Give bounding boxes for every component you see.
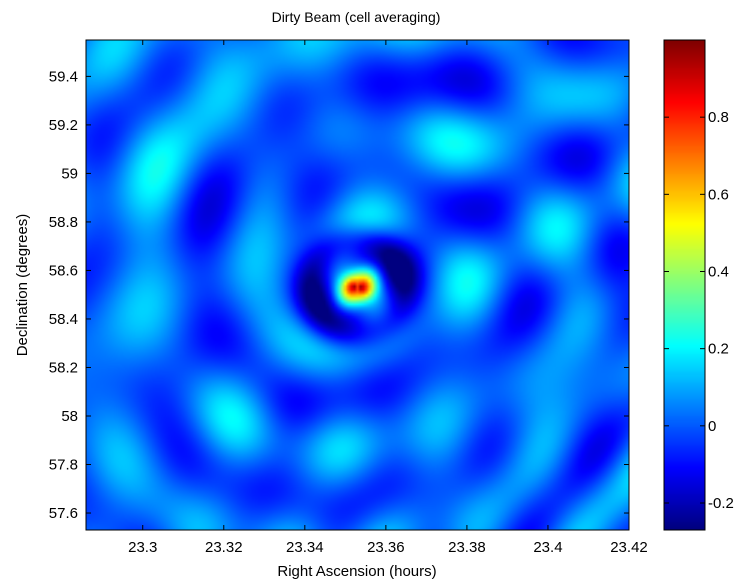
chart-title: Dirty Beam (cell averaging) <box>272 9 441 25</box>
colorbar-frame <box>663 39 706 531</box>
x-tick-label: 23.38 <box>448 539 486 556</box>
colorbar-ticks: -0.2 0 0.2 0.4 0.6 0.8 <box>664 109 734 512</box>
y-tick-label: 57.6 <box>49 505 78 522</box>
x-tick-label: 23.4 <box>533 539 562 556</box>
y-axis-ticks: 57.6 57.8 58 58.2 58.4 58.6 58.8 59 59.2 59.4 <box>49 68 629 522</box>
y-tick-label: 59 <box>61 165 78 182</box>
x-tick-label: 23.36 <box>367 539 405 556</box>
y-tick-label: 59.4 <box>49 68 78 85</box>
colorbar-tick-label: 0.8 <box>708 109 729 126</box>
y-tick-label: 58.6 <box>49 262 78 279</box>
x-tick-label: 23.3 <box>128 539 157 556</box>
plot-frame <box>85 39 630 531</box>
plot-area <box>85 39 630 531</box>
colorbar-tick-label: 0.2 <box>708 341 729 358</box>
y-axis-label: Declination (degrees) <box>14 214 31 357</box>
y-tick-label: 58.2 <box>49 359 78 376</box>
x-tick-label: 23.32 <box>205 539 243 556</box>
x-tick-label: 23.42 <box>610 539 648 556</box>
x-axis-label: Right Ascension (hours) <box>277 563 436 580</box>
colorbar-tick-label: -0.2 <box>708 495 734 512</box>
colorbar-tick-label: 0.6 <box>708 186 729 203</box>
colorbar-tick-label: 0.4 <box>708 263 729 280</box>
y-tick-label: 57.8 <box>49 457 78 474</box>
beam-heatmap <box>86 40 629 530</box>
x-tick-label: 23.34 <box>286 539 324 556</box>
y-tick-label: 59.2 <box>49 117 78 134</box>
y-tick-label: 58.8 <box>49 214 78 231</box>
colorbar-tick-label: 0 <box>708 418 716 435</box>
y-tick-label: 58 <box>61 408 78 425</box>
colorbar: -0.2 0 0.2 0.4 0.6 0.8 <box>663 39 734 531</box>
colorbar-gradient <box>664 40 705 530</box>
y-tick-label: 58.4 <box>49 311 78 328</box>
x-axis-ticks: 23.3 23.32 23.34 23.36 23.38 23.4 23.42 <box>128 40 648 556</box>
